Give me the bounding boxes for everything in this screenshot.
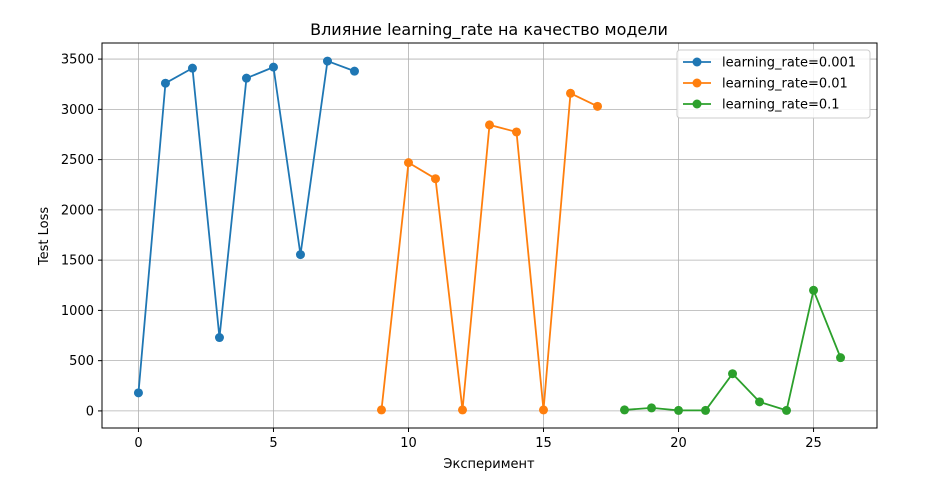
data-point bbox=[241, 73, 251, 83]
data-point bbox=[809, 285, 819, 295]
data-point bbox=[593, 101, 603, 111]
legend-box bbox=[676, 49, 871, 119]
legend-label: learning_rate=0.1 bbox=[722, 98, 840, 113]
y-axis-label: Test Loss bbox=[37, 207, 52, 266]
data-point bbox=[782, 405, 792, 415]
data-point bbox=[322, 56, 332, 66]
series-2 bbox=[376, 88, 603, 415]
data-point bbox=[755, 397, 765, 407]
data-point bbox=[268, 62, 278, 72]
data-point bbox=[674, 405, 684, 415]
y-axis-ticks: 0 500 1000 1500 2000 2500 3000 3500 bbox=[61, 53, 102, 419]
legend-marker bbox=[692, 99, 702, 109]
x-tick-label: 0 bbox=[134, 436, 142, 451]
data-point bbox=[701, 405, 711, 415]
x-axis-ticks: 0 5 10 15 20 25 bbox=[134, 428, 822, 451]
data-point bbox=[539, 405, 549, 415]
x-axis-label: Эксперимент bbox=[443, 457, 535, 472]
y-tick-label: 1500 bbox=[61, 254, 94, 269]
legend-item: learning_rate=0.1 bbox=[683, 98, 840, 113]
x-tick-label: 10 bbox=[400, 436, 417, 451]
x-tick-label: 15 bbox=[535, 436, 552, 451]
y-tick-label: 1000 bbox=[61, 304, 94, 319]
y-tick-label: 0 bbox=[86, 404, 94, 419]
series-line bbox=[137, 60, 355, 393]
data-point bbox=[647, 403, 657, 413]
data-point bbox=[620, 405, 630, 415]
data-point bbox=[214, 333, 224, 343]
legend: learning_rate=0.001 learning_rate=0.01lea… bbox=[676, 49, 871, 119]
series-layer bbox=[133, 56, 846, 415]
x-tick-label: 25 bbox=[805, 436, 822, 451]
x-tick-label: 5 bbox=[269, 436, 277, 451]
data-point bbox=[403, 158, 413, 168]
data-point bbox=[566, 88, 576, 98]
data-point bbox=[512, 127, 522, 137]
series-3 bbox=[620, 285, 846, 415]
data-point bbox=[133, 388, 143, 398]
y-tick-label: 2000 bbox=[61, 203, 94, 218]
series-1 bbox=[133, 56, 359, 398]
data-point bbox=[430, 174, 440, 184]
data-point bbox=[836, 353, 846, 363]
data-point bbox=[728, 369, 738, 379]
y-tick-label: 3500 bbox=[61, 53, 94, 68]
legend-item: learning_rate=0.01 bbox=[683, 77, 848, 92]
legend-marker bbox=[692, 57, 702, 67]
series-line bbox=[380, 92, 598, 411]
legend-label: learning_rate=0.01 bbox=[722, 77, 848, 92]
legend-marker bbox=[692, 78, 702, 88]
data-point bbox=[160, 78, 170, 88]
data-point bbox=[349, 66, 359, 76]
y-tick-label: 2500 bbox=[61, 153, 94, 168]
plot-frame bbox=[101, 42, 878, 429]
data-point bbox=[457, 405, 467, 415]
chart-title: Влияние learning_rate на качество модели bbox=[310, 20, 668, 40]
data-point bbox=[295, 250, 305, 260]
legend-item: learning_rate=0.001 bbox=[683, 56, 856, 71]
x-tick-label: 20 bbox=[670, 436, 687, 451]
y-tick-label: 500 bbox=[69, 354, 94, 369]
y-tick-label: 3000 bbox=[61, 103, 94, 118]
data-point bbox=[485, 120, 494, 130]
data-point bbox=[187, 63, 197, 73]
data-point bbox=[376, 405, 386, 415]
legend-label: learning_rate=0.001 bbox=[722, 56, 856, 71]
series-line bbox=[624, 289, 842, 412]
